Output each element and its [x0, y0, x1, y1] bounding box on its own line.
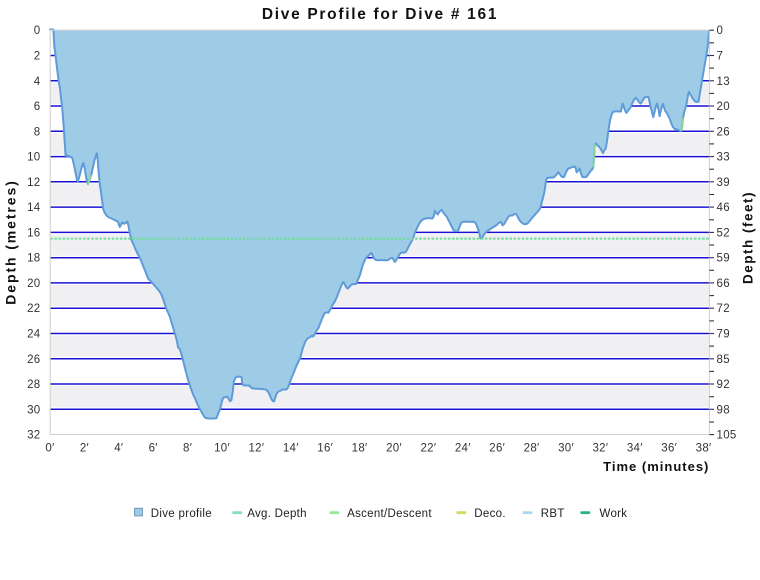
svg-text:92: 92 [717, 379, 730, 391]
svg-text:0: 0 [34, 25, 41, 37]
svg-text:32′: 32′ [592, 443, 608, 455]
svg-text:4: 4 [34, 76, 41, 88]
svg-text:RBT: RBT [541, 508, 565, 520]
svg-text:8′: 8′ [183, 443, 192, 455]
svg-text:26′: 26′ [489, 443, 505, 455]
svg-text:66: 66 [717, 278, 730, 290]
svg-text:30′: 30′ [558, 443, 574, 455]
svg-text:85: 85 [717, 354, 730, 366]
svg-text:12′: 12′ [248, 443, 264, 455]
svg-text:12: 12 [27, 177, 40, 189]
svg-text:36′: 36′ [661, 443, 677, 455]
svg-text:Avg. Depth: Avg. Depth [247, 508, 307, 520]
svg-text:33: 33 [717, 152, 730, 164]
svg-text:22′: 22′ [420, 443, 436, 455]
svg-text:Time (minutes): Time (minutes) [603, 459, 709, 474]
svg-text:0: 0 [717, 25, 724, 37]
svg-text:2′: 2′ [80, 443, 89, 455]
svg-text:16′: 16′ [317, 443, 333, 455]
svg-text:10′: 10′ [214, 443, 230, 455]
svg-text:4′: 4′ [114, 443, 123, 455]
svg-text:14: 14 [27, 202, 41, 214]
svg-text:28: 28 [27, 379, 40, 391]
svg-text:Depth (metres): Depth (metres) [3, 179, 19, 304]
svg-text:32: 32 [27, 430, 40, 442]
svg-text:59: 59 [717, 253, 730, 265]
svg-text:Depth (feet): Depth (feet) [741, 191, 756, 284]
svg-text:30: 30 [27, 404, 40, 416]
svg-text:18′: 18′ [352, 443, 368, 455]
svg-text:39: 39 [717, 177, 730, 189]
svg-text:0′: 0′ [45, 443, 54, 455]
svg-text:26: 26 [27, 354, 40, 366]
svg-text:Dive profile: Dive profile [151, 508, 212, 520]
svg-text:26: 26 [717, 126, 730, 138]
svg-text:98: 98 [717, 404, 730, 416]
svg-text:79: 79 [717, 329, 730, 341]
svg-text:20′: 20′ [386, 443, 402, 455]
svg-text:34′: 34′ [627, 443, 643, 455]
svg-text:38′: 38′ [696, 443, 712, 455]
svg-text:105: 105 [717, 430, 737, 442]
svg-text:16: 16 [27, 227, 40, 239]
svg-text:20: 20 [717, 101, 730, 113]
svg-text:28′: 28′ [524, 443, 540, 455]
svg-text:6′: 6′ [149, 443, 158, 455]
svg-text:20: 20 [27, 278, 40, 290]
svg-text:24: 24 [27, 329, 41, 341]
svg-text:18: 18 [27, 253, 40, 265]
svg-text:22: 22 [27, 303, 40, 315]
svg-text:46: 46 [717, 202, 730, 214]
svg-text:2: 2 [34, 51, 41, 63]
svg-text:72: 72 [717, 303, 730, 315]
svg-text:Deco.: Deco. [474, 508, 506, 520]
svg-text:8: 8 [34, 126, 41, 138]
svg-text:52: 52 [717, 227, 730, 239]
svg-text:6: 6 [34, 101, 41, 113]
svg-text:14′: 14′ [283, 443, 299, 455]
svg-text:24′: 24′ [455, 443, 471, 455]
svg-text:Work: Work [600, 508, 628, 520]
svg-text:13: 13 [717, 76, 730, 88]
svg-text:Dive Profile for Dive # 161: Dive Profile for Dive # 161 [262, 6, 498, 23]
svg-text:10: 10 [27, 152, 40, 164]
svg-text:7: 7 [717, 51, 724, 63]
svg-text:Ascent/Descent: Ascent/Descent [347, 508, 432, 520]
